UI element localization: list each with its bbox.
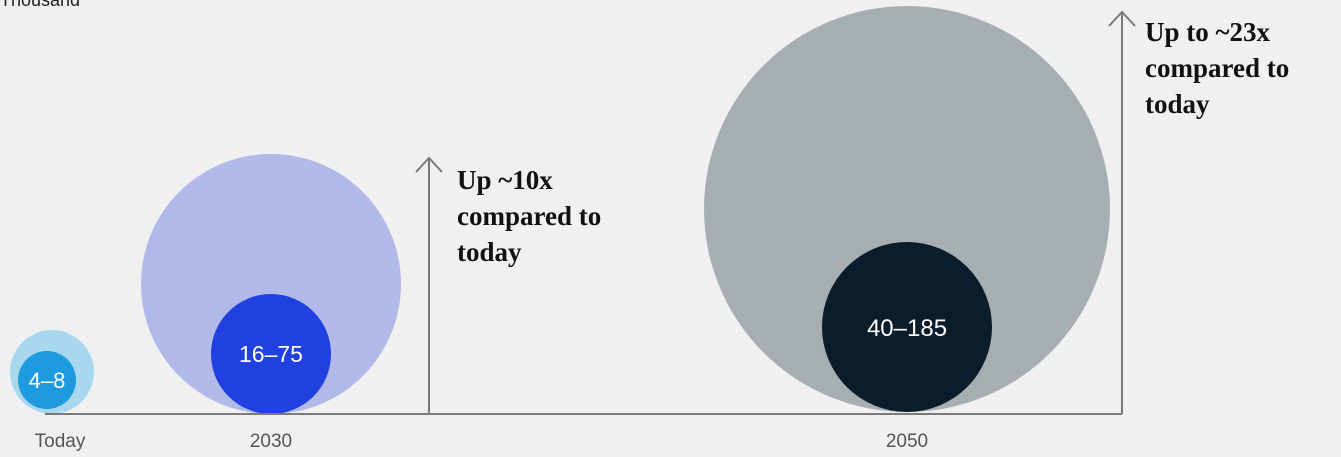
annotation-2030-line-3: today <box>457 237 522 267</box>
y2030-low-circle <box>211 294 331 414</box>
annotation-2050-line-1: Up to ~23x <box>1145 17 1271 47</box>
annotation-2050: Up to ~23x compared to today <box>1145 14 1289 122</box>
y2030-range-circle <box>141 154 401 414</box>
arrow-2050-head <box>1108 10 1136 27</box>
y2050-range-circle <box>704 6 1110 412</box>
annotation-2030-line-2: compared to <box>457 201 602 231</box>
annotation-2030-line-1: Up ~10x <box>457 165 553 195</box>
category-label-today: Today <box>35 431 86 452</box>
y2050-value-label: 40–185 <box>867 315 947 342</box>
today-value-label: 4–8 <box>29 368 66 393</box>
unit-label: Thousand <box>0 0 81 10</box>
annotation-2030: Up ~10x compared to today <box>457 162 601 270</box>
y2030-value-label: 16–75 <box>239 341 303 367</box>
category-label-2030: 2030 <box>250 431 292 452</box>
annotation-2050-line-2: compared to <box>1145 53 1290 83</box>
category-label-2050: 2050 <box>886 431 928 452</box>
arrow-2030-head <box>415 156 443 173</box>
today-low-circle <box>18 351 76 409</box>
annotation-2050-line-3: today <box>1145 89 1210 119</box>
y2050-low-circle <box>822 242 992 412</box>
